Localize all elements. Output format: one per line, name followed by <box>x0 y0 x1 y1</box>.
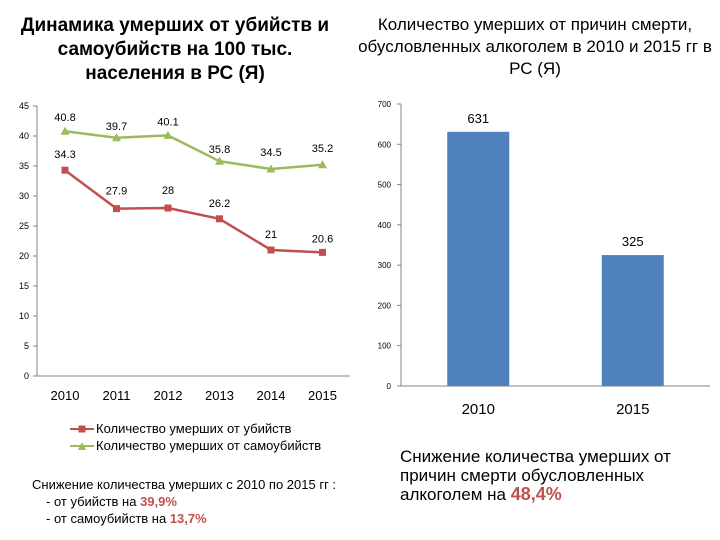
point-murders <box>267 246 275 254</box>
x-tick-label: 2015 <box>308 388 337 403</box>
data-label-suicides: 39.7 <box>106 121 127 133</box>
left-note-murders-prefix: - от убийств на <box>46 494 141 509</box>
point-suicides <box>215 156 224 165</box>
bar-x-tick-label: 2015 <box>616 401 649 418</box>
legend-murders-marker <box>70 425 94 432</box>
bar-2010 <box>447 131 510 386</box>
data-label-murders: 34.3 <box>54 149 75 161</box>
x-tick-label: 2011 <box>103 388 131 403</box>
x-tick-label: 2014 <box>257 388 286 403</box>
data-label-suicides: 34.5 <box>260 147 281 159</box>
bar-y-tick-label: 200 <box>378 301 392 310</box>
data-label-suicides: 40.8 <box>54 112 75 124</box>
x-tick-label: 2012 <box>154 388 183 403</box>
x-tick-label: 2013 <box>205 388 234 403</box>
y-tick-label: 25 <box>19 221 29 231</box>
point-suicides <box>112 133 121 142</box>
y-tick-label: 10 <box>19 311 29 321</box>
y-tick-label: 15 <box>19 281 29 291</box>
data-label-suicides: 35.8 <box>209 144 230 156</box>
legend-item-suicides: Количество умерших от самоубийств <box>70 437 321 454</box>
x-tick-label: 2010 <box>51 388 80 403</box>
legend-suicides-label: Количество умерших от самоубийств <box>96 438 322 453</box>
legend-suicides-marker <box>70 441 94 450</box>
legend-item-murders: Количество умерших от убийств <box>70 420 321 437</box>
point-suicides <box>60 126 70 135</box>
series-line-murders <box>64 169 323 254</box>
data-label-suicides: 40.1 <box>157 116 178 128</box>
bar-2015 <box>601 255 664 386</box>
right-chart-title: Количество умерших от причин смерти, обу… <box>358 15 712 79</box>
bar-value-label: 631 <box>467 111 489 126</box>
point-murders <box>61 166 69 174</box>
line-chart-homicide-suicide: 0 5 10 15 20 25 30 35 40 45 2010 2011 2012 2013 2014 20… <box>19 101 350 403</box>
bar-y-tick-label: 600 <box>378 140 392 149</box>
right-note-value: 48,4% <box>510 484 562 504</box>
bar-y-tick-label: 500 <box>378 181 392 190</box>
y-tick-label: 20 <box>19 251 29 261</box>
left-summary-note: Снижение количества умерших с 2010 по 20… <box>32 476 336 527</box>
y-tick-label: 40 <box>19 131 29 141</box>
legend-murders-label: Количество умерших от убийств <box>96 421 292 436</box>
point-murders <box>164 204 172 212</box>
bar-x-tick-label: 2010 <box>462 401 495 418</box>
bar-y-tick-label: 300 <box>378 261 392 270</box>
bar-y-tick-label: 700 <box>378 100 392 109</box>
bar-value-label: 325 <box>622 234 644 249</box>
left-note-line-3: - от самоубийств на 13,7% <box>32 510 336 527</box>
bar-chart-alcohol-deaths: 0 100 200 300 400 500 600 700 631 2010 325 2015 <box>378 100 710 418</box>
bar-y-tick-label: 400 <box>378 221 392 230</box>
y-tick-label: 0 <box>24 371 29 381</box>
left-note-line-2: - от убийств на 39,9% <box>32 493 336 510</box>
data-label-murders: 27.9 <box>106 186 127 198</box>
bar-y-tick-label: 0 <box>387 382 392 391</box>
left-note-suicides-prefix: - от самоубийств на <box>46 511 170 526</box>
left-note-suicides-value: 13,7% <box>169 511 207 526</box>
point-suicides <box>163 130 173 139</box>
series-line-suicides <box>64 129 323 171</box>
y-tick-label: 5 <box>24 341 29 351</box>
right-summary-note: Снижение количества умерших от причин см… <box>400 447 710 504</box>
left-note-line-1: Снижение количества умерших с 2010 по 20… <box>32 477 337 492</box>
point-suicides <box>266 164 276 173</box>
left-chart-title: Динамика умерших от убийств и самоубийст… <box>20 15 330 84</box>
y-tick-label: 30 <box>19 191 29 201</box>
data-label-murders: 28 <box>162 185 174 197</box>
point-murders <box>319 248 326 256</box>
point-suicides <box>318 160 327 169</box>
point-murders <box>113 205 120 213</box>
line-chart-legend: Количество умерших от убийств Количество… <box>70 420 321 454</box>
data-label-murders: 21 <box>265 229 277 241</box>
bar-y-tick-label: 100 <box>378 342 392 351</box>
data-label-murders: 20.6 <box>312 233 333 245</box>
data-label-murders: 26.2 <box>209 198 230 210</box>
y-tick-label: 35 <box>19 161 29 171</box>
left-note-murders-value: 39,9% <box>140 494 177 509</box>
point-murders <box>216 215 223 223</box>
right-note-text: Снижение количества умерших от причин см… <box>400 447 671 504</box>
y-tick-label: 45 <box>19 101 29 111</box>
data-label-suicides: 35.2 <box>312 143 333 155</box>
